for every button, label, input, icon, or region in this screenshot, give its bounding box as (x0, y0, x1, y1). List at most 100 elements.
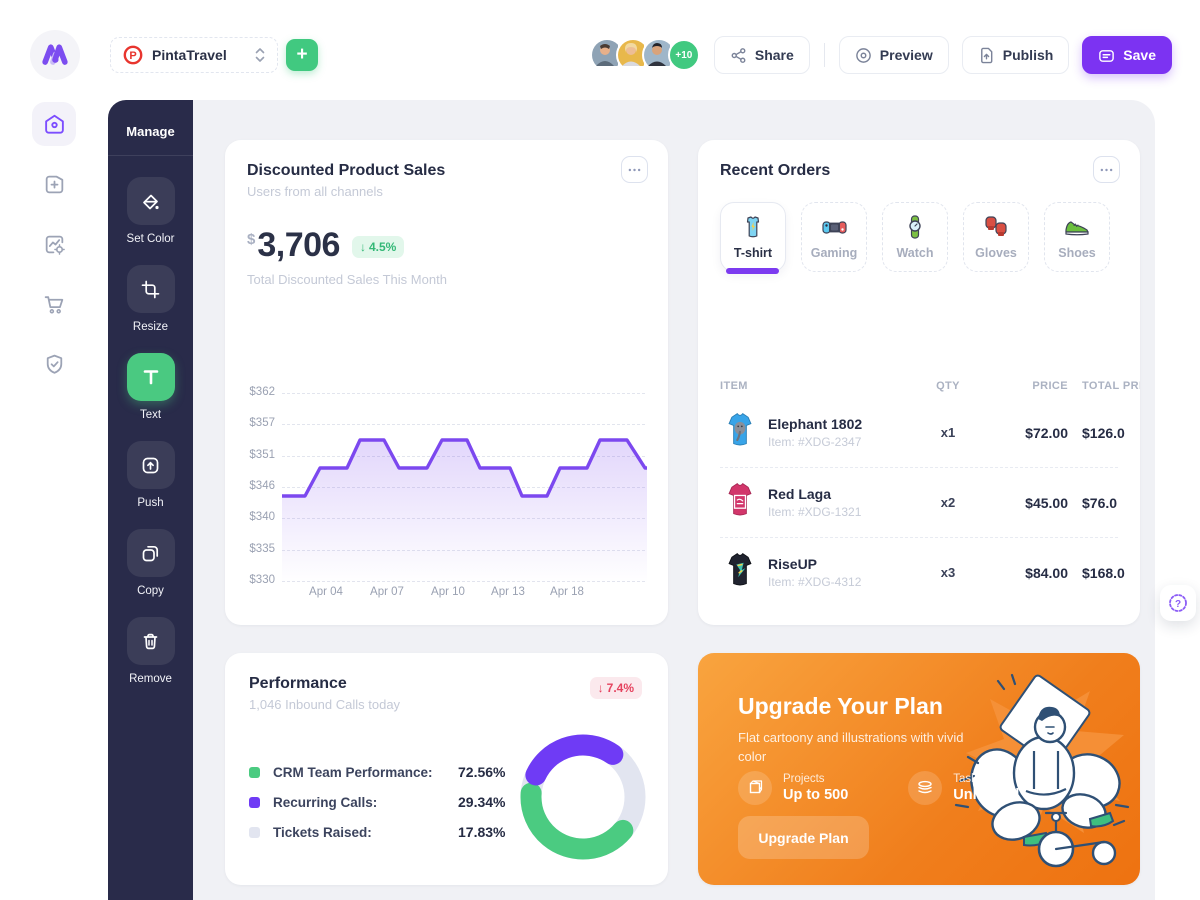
legend-swatch-purple (249, 796, 260, 808)
chip-gloves[interactable]: Gloves (963, 202, 1029, 272)
save-icon (1099, 49, 1115, 62)
product-qty: x3 (940, 565, 956, 580)
performance-card-subtitle: 1,046 Inbound Calls today (249, 697, 401, 712)
help-button[interactable]: ? (1160, 585, 1196, 621)
sales-amount: $ 3,706 ↓ 4.5% (247, 228, 405, 262)
tool-copy[interactable]: Copy (121, 528, 181, 598)
tshirt-icon (746, 216, 760, 238)
rail-item-cart[interactable] (32, 282, 76, 326)
sales-card-menu-button[interactable] (621, 156, 648, 183)
chip-watch[interactable]: Watch (882, 202, 948, 272)
tool-push[interactable]: Push (121, 440, 181, 510)
paint-bucket-icon (126, 177, 175, 225)
avatar-overflow-badge[interactable]: +10 (667, 39, 700, 71)
product-thumb (720, 410, 768, 455)
chip-label: Shoes (1058, 246, 1096, 260)
chip-gaming[interactable]: Gaming (801, 202, 867, 272)
tool-label: Copy (137, 585, 164, 597)
copy-icon (126, 529, 175, 577)
tool-label: Remove (129, 673, 172, 685)
x-tick: Apr 13 (491, 586, 525, 598)
chevron-up-down-icon (255, 48, 265, 62)
performance-card: Performance 1,046 Inbound Calls today ↓ 7… (225, 653, 668, 885)
push-icon (126, 441, 175, 489)
order-row[interactable]: Elephant 1802 Item: #XDG-2347 x1 $72.00 … (720, 398, 1125, 468)
rail-item-analytics[interactable] (32, 222, 76, 266)
help-icon: ? (1169, 594, 1187, 612)
product-price: $84.00 (1025, 564, 1068, 581)
gamepad-icon (821, 221, 847, 234)
y-tick: $335 (249, 543, 275, 555)
sales-card-title: Discounted Product Sales (247, 162, 446, 179)
file-add-icon (45, 175, 63, 193)
sidebar-title: Manage (126, 124, 175, 139)
upgrade-description: Flat cartoony and illustrations with viv… (738, 730, 964, 764)
sales-delta-badge: ↓ 4.5% (351, 236, 405, 258)
workspace-logo-icon: P (123, 45, 143, 65)
tool-text[interactable]: Text (121, 352, 181, 422)
product-thumb (720, 480, 768, 525)
topbar-actions: +10 Share Preview (589, 36, 1172, 74)
layers-icon (908, 771, 943, 805)
share-button[interactable]: Share (713, 36, 810, 74)
gridline (282, 424, 645, 425)
avatar[interactable] (641, 38, 676, 72)
tool-remove[interactable]: Remove (121, 616, 181, 686)
tool-set-color[interactable]: Set Color (121, 176, 181, 246)
product-total: $76.0 (1082, 494, 1118, 511)
app-logo[interactable] (30, 30, 80, 80)
upgrade-features: Projects Up to 500 Tasks Unlimited (738, 771, 1019, 805)
add-workspace-button[interactable]: + (286, 39, 318, 71)
chip-label: Gloves (975, 246, 1017, 260)
logo-icon (42, 44, 68, 65)
workspace-select[interactable]: P PintaTravel (110, 37, 278, 73)
orders-card-title: Recent Orders (720, 162, 831, 179)
tool-resize[interactable]: Resize (121, 264, 181, 334)
x-tick: Apr 07 (370, 586, 404, 598)
legend-label: Tickets Raised: (273, 824, 372, 840)
legend-swatch-green (249, 766, 260, 778)
chip-shoes[interactable]: Shoes (1044, 202, 1110, 272)
preview-button[interactable]: Preview (838, 36, 949, 74)
rail-item-security[interactable] (32, 342, 76, 386)
product-qty: x1 (940, 425, 956, 440)
publish-button[interactable]: Publish (961, 36, 1070, 74)
feature-projects: Projects Up to 500 (738, 771, 848, 805)
x-tick: Apr 10 (431, 586, 465, 598)
rail-item-new-file[interactable] (32, 162, 76, 206)
svg-text:?: ? (1175, 599, 1181, 610)
avatar-group: +10 (589, 38, 700, 72)
text-icon (126, 353, 175, 401)
save-button[interactable]: Save (1082, 36, 1172, 74)
preview-label: Preview (879, 47, 933, 63)
orders-card-menu-button[interactable] (1093, 156, 1120, 183)
sales-line-chart: $362 $357 $351 $346 $340 $335 $330 (245, 384, 650, 606)
publish-label: Publish (1002, 47, 1054, 63)
ellipsis-icon (628, 168, 641, 171)
product-name: RiseUP (768, 556, 818, 572)
order-row[interactable]: RiseUP Item: #XDG-4312 x3 $84.00 $168.0 (720, 538, 1125, 607)
y-tick: $357 (249, 417, 275, 429)
analytics-gear-icon (45, 235, 65, 255)
legend-row: Tickets Raised: 17.83% (249, 817, 505, 847)
orders-table-header: ITEM QTY PRICE TOTAL PRIC (720, 380, 1140, 392)
x-tick: Apr 18 (550, 586, 584, 598)
share-label: Share (754, 47, 794, 63)
upgrade-plan-button[interactable]: Upgrade Plan (738, 816, 869, 859)
shoe-icon (1065, 221, 1089, 236)
chip-tshirt[interactable]: T-shirt (720, 202, 786, 274)
product-qty: x2 (940, 495, 956, 510)
category-chips: T-shirt Gaming (720, 202, 1120, 274)
order-row[interactable]: Red Laga Item: #XDG-1321 x2 $45.00 $76.0 (720, 468, 1118, 538)
rail-item-home[interactable] (32, 102, 76, 146)
content-panel: Discounted Product Sales Users from all … (193, 100, 1155, 900)
performance-card-title: Performance (249, 675, 347, 692)
legend-swatch-gray (249, 826, 260, 838)
col-item: ITEM (720, 380, 748, 392)
crop-icon (126, 265, 175, 313)
product-name: Elephant 1802 (768, 416, 863, 432)
legend-value: 17.83% (458, 824, 506, 840)
tool-label: Text (139, 409, 162, 421)
avatar[interactable] (589, 38, 624, 72)
